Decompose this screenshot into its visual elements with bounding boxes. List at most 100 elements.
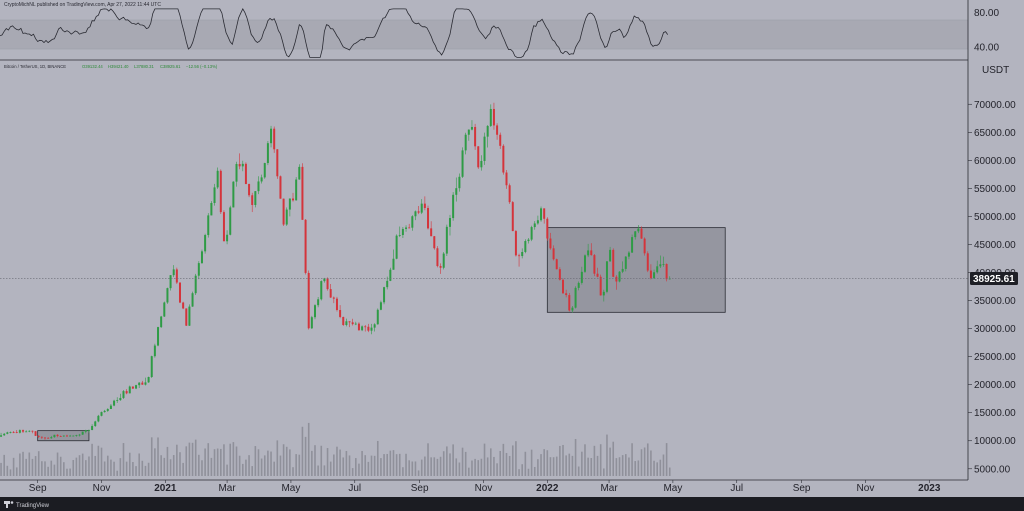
volume-bar — [376, 440, 379, 476]
candle-body — [502, 145, 505, 173]
oscillator-tick-label: 80.00 — [974, 8, 999, 19]
legend-high: H39421.40 — [108, 64, 129, 69]
volume-bar — [326, 448, 329, 476]
time-tick-label: 2022 — [536, 483, 559, 494]
volume-bar — [204, 448, 206, 476]
volume-bar — [351, 468, 354, 476]
volume-bar — [414, 461, 417, 476]
candle-body — [580, 271, 583, 283]
candle-body — [364, 326, 367, 328]
candle-body — [552, 248, 555, 260]
candle-body — [251, 195, 254, 205]
volume-bar — [624, 454, 627, 476]
candle-body — [442, 253, 445, 268]
time-tick-label: Mar — [218, 483, 236, 494]
volume-bar — [420, 459, 423, 476]
candle-body — [216, 170, 219, 188]
candle-body — [43, 437, 46, 439]
candle-body — [464, 134, 467, 151]
volume-bar — [216, 448, 219, 476]
volume-bar — [110, 459, 112, 476]
volume-bar — [581, 451, 583, 476]
candle-body — [295, 179, 298, 201]
candle-body — [116, 400, 119, 401]
volume-bar — [606, 434, 608, 476]
volume-bar — [128, 452, 131, 476]
candle-body — [373, 324, 376, 328]
time-axis: Sep Nov 2021 Mar May Jul Sep Nov 2022 Mar May Jul Se… — [29, 480, 941, 494]
time-tick-label: May — [663, 483, 682, 494]
candle-body — [266, 143, 269, 164]
footer-brand: TradingView — [16, 503, 50, 509]
candle-body — [147, 377, 150, 383]
volume-bar — [496, 463, 498, 476]
price-tick-label: 30000.00 — [974, 324, 1016, 335]
candle-body — [163, 302, 166, 317]
candle-body — [320, 281, 323, 300]
volume-bar — [559, 445, 561, 476]
volume-bar — [301, 426, 304, 476]
volume-bar — [524, 451, 527, 476]
volume-bar — [135, 466, 137, 476]
volume-bar — [85, 460, 87, 476]
volume-bar — [430, 457, 432, 476]
candle-body — [307, 272, 310, 329]
oscillator-tick-label: 40.00 — [974, 43, 999, 54]
candle-body — [260, 177, 263, 182]
range-box[interactable] — [546, 227, 726, 313]
candle-body — [342, 316, 345, 325]
candle-body — [514, 231, 517, 256]
volume-bar — [643, 447, 646, 476]
volume-bar — [19, 453, 21, 476]
candle-body — [571, 307, 574, 311]
candle-body — [389, 269, 392, 281]
volume-bar — [493, 456, 495, 476]
volume-bar — [273, 461, 275, 476]
legend-symbol: Bitcoin / TetherUS, 1D, BINANCE — [4, 64, 66, 69]
volume-bar — [169, 459, 172, 476]
candle-body — [496, 125, 499, 135]
candle-body — [153, 345, 156, 357]
time-tick-label: 2023 — [918, 483, 941, 494]
candle-body — [304, 219, 307, 273]
candle-body — [549, 238, 552, 249]
volume-bar — [329, 461, 332, 476]
candle-body — [97, 415, 100, 422]
volume-bar — [562, 444, 564, 476]
volume-bar — [380, 458, 382, 476]
candle-body — [348, 321, 351, 323]
candle-body — [508, 185, 511, 203]
volume-bar — [511, 445, 514, 476]
volume-bar — [659, 459, 662, 476]
oscillator-axis: 40.00 80.00 — [974, 8, 999, 54]
price-axis-unit: USDT — [982, 65, 1009, 76]
volume-bar — [436, 458, 439, 476]
volume-bar — [631, 443, 633, 476]
oscillator-band — [0, 20, 968, 49]
candle-body — [436, 248, 439, 267]
candle-body — [213, 187, 216, 204]
volume-bar — [490, 448, 492, 476]
volume-bar — [0, 462, 2, 476]
volume-bar — [358, 463, 360, 476]
volume-bar — [417, 470, 420, 476]
candle-body — [317, 299, 320, 306]
volume-bar — [668, 467, 671, 476]
volume-bar — [176, 444, 178, 476]
volume-bar — [41, 461, 43, 476]
price-pane[interactable]: 5000.00 10000.00 15000.00 20000.00 25000.00 3… — [0, 65, 1018, 476]
candle-body — [207, 215, 210, 236]
time-tick-label: Jul — [348, 483, 361, 494]
volume-bar — [392, 450, 395, 476]
volume-bar — [160, 455, 162, 476]
volume-bar — [433, 457, 436, 476]
candle-body — [94, 421, 97, 427]
candle-body — [254, 191, 257, 205]
price-tick-label: 45000.00 — [974, 240, 1016, 251]
volume-bar — [609, 447, 611, 476]
volume-bar — [279, 455, 282, 476]
oscillator-pane[interactable]: 40.00 80.00 — [0, 8, 999, 58]
volume-bar — [226, 464, 228, 476]
